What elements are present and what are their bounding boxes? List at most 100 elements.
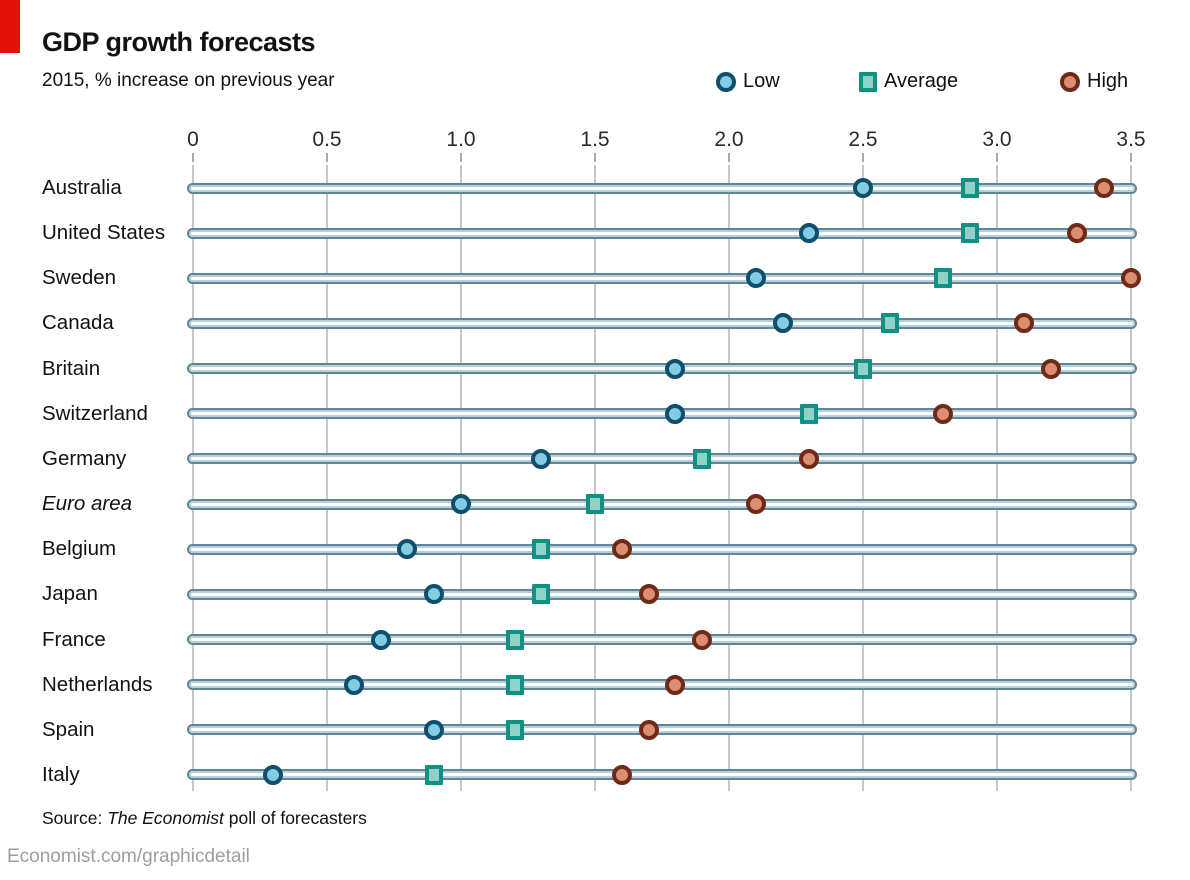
marker-average <box>505 629 524 650</box>
marker-average <box>586 494 604 515</box>
marker-average <box>961 178 980 198</box>
marker-high <box>745 494 766 515</box>
marker-high <box>638 584 659 605</box>
chart-subtitle: 2015, % increase on previous year <box>42 70 335 91</box>
marker-high <box>611 539 632 560</box>
marker-average <box>800 403 819 424</box>
marker-high <box>1121 268 1141 289</box>
row-track <box>187 634 1137 645</box>
source-prefix: Source: <box>42 808 108 828</box>
country-label: Canada <box>42 311 114 335</box>
marker-average <box>934 268 953 289</box>
marker-low <box>424 584 445 605</box>
row-track <box>187 588 1137 600</box>
marker-high <box>1040 358 1061 379</box>
country-label: Netherlands <box>42 672 153 696</box>
marker-low <box>397 539 418 560</box>
source-suffix: poll of forecasters <box>223 808 367 828</box>
x-tick-label: 1.5 <box>580 128 610 151</box>
source-publication: The Economist <box>107 808 224 828</box>
x-tick-label: 0 <box>187 128 199 151</box>
x-gridline <box>326 165 328 791</box>
marker-low <box>343 674 364 695</box>
legend-average-label: Average <box>884 70 959 92</box>
country-label: United States <box>42 221 166 245</box>
marker-high <box>799 448 820 469</box>
row-track <box>187 227 1137 239</box>
marker-low <box>531 448 552 469</box>
x-gridline <box>728 165 730 791</box>
row-track <box>187 182 1137 194</box>
marker-average <box>532 539 551 560</box>
marker-average <box>505 674 524 695</box>
marker-high <box>692 629 713 650</box>
x-gridline <box>460 165 462 791</box>
marker-average <box>425 764 444 785</box>
country-label: Euro area <box>42 492 133 516</box>
marker-high <box>611 764 632 785</box>
country-label: Italy <box>42 762 80 786</box>
row-track <box>187 498 1137 510</box>
legend-low-label: Low <box>743 70 780 92</box>
country-label: Switzerland <box>42 401 148 425</box>
x-gridline <box>594 165 596 791</box>
x-tick-mark <box>594 153 596 162</box>
x-tick-label: 0.5 <box>312 128 342 151</box>
chart-title: GDP growth forecasts <box>42 27 316 57</box>
marker-average <box>532 584 551 605</box>
x-tick-label: 2.5 <box>848 128 878 151</box>
country-label: Britain <box>42 356 101 380</box>
legend-high-label: High <box>1087 70 1129 92</box>
marker-low <box>853 178 873 198</box>
marker-low <box>745 268 766 289</box>
country-label: France <box>42 627 106 651</box>
marker-low <box>424 719 445 740</box>
marker-average <box>961 223 980 244</box>
low-circle-icon <box>716 71 736 92</box>
x-tick-mark <box>1130 153 1132 162</box>
x-tick-mark <box>862 153 864 162</box>
row-track <box>187 679 1137 691</box>
x-tick-mark <box>996 153 998 162</box>
marker-low <box>451 494 471 515</box>
x-gridline <box>862 165 864 791</box>
marker-low <box>772 313 793 334</box>
site-credit: Economist.com/graphicdetail <box>7 846 250 867</box>
marker-low <box>665 358 686 379</box>
country-label: Spain <box>42 717 95 741</box>
marker-average <box>854 358 872 379</box>
row-track <box>187 543 1137 555</box>
row-track <box>187 317 1137 329</box>
source-note: Source: The Economist poll of forecaster… <box>42 808 367 829</box>
x-tick-label: 1.0 <box>446 128 476 151</box>
marker-high <box>1067 223 1088 244</box>
country-label: Japan <box>42 582 98 606</box>
marker-low <box>665 403 686 424</box>
marker-average <box>693 448 712 469</box>
x-gridline <box>1130 165 1132 791</box>
row-track <box>187 769 1137 781</box>
x-tick-label: 3.0 <box>982 128 1012 151</box>
row-track <box>187 453 1137 465</box>
x-tick-mark <box>192 153 194 162</box>
marker-high <box>665 674 686 695</box>
x-tick-mark <box>326 153 328 162</box>
country-label: Sweden <box>42 266 117 290</box>
marker-high <box>1013 313 1034 334</box>
row-track <box>187 408 1137 420</box>
marker-average <box>505 719 524 740</box>
country-label: Germany <box>42 446 127 470</box>
economist-red-tab <box>0 0 20 53</box>
row-track <box>187 724 1137 736</box>
marker-low <box>263 764 284 785</box>
x-tick-mark <box>460 153 462 162</box>
legend-item-high: High <box>1060 70 1128 93</box>
x-gridline <box>192 165 194 791</box>
row-track <box>187 363 1137 375</box>
legend-item-low: Low <box>716 70 780 93</box>
country-label: Australia <box>42 176 122 199</box>
row-track <box>187 272 1137 284</box>
x-tick-label: 2.0 <box>714 128 744 151</box>
marker-high <box>933 403 954 424</box>
